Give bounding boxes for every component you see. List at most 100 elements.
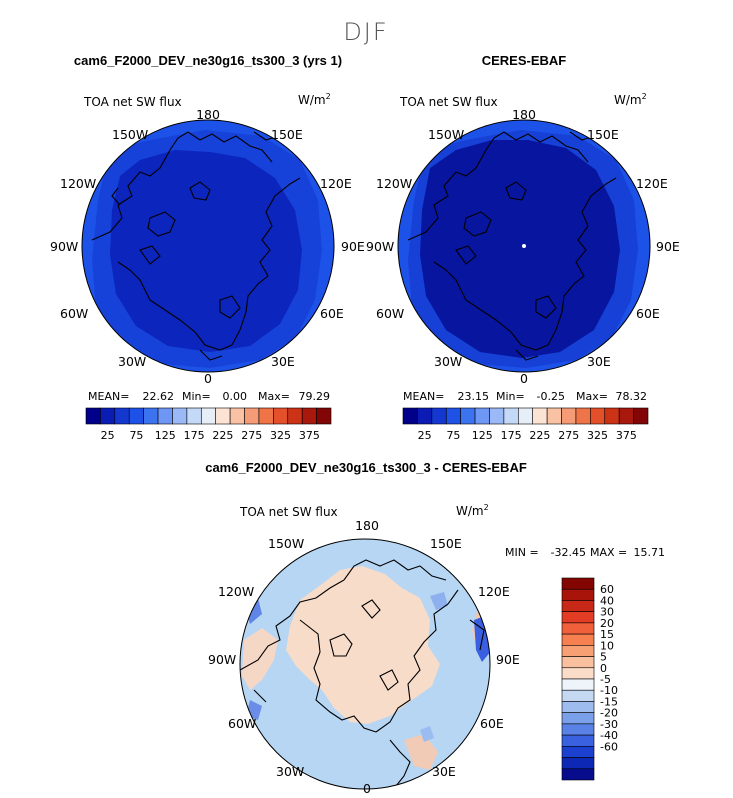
diff-lon-labels: 180 150W 150E 120W 120E 90W 90E 60W 60E … — [208, 518, 520, 796]
svg-text:90E: 90E — [341, 239, 365, 254]
diff-colorbar-tick-label: 60 — [600, 583, 614, 596]
svg-text:78.32: 78.32 — [616, 390, 648, 403]
obs-variable-label: TOA net SW flux — [399, 95, 498, 109]
diff-colorbar-tick-label: 5 — [600, 651, 607, 664]
obs-colorbar-swatch — [460, 407, 476, 425]
model-units-exp: 2 — [326, 92, 331, 101]
diff-colorbar-tick-label: -10 — [600, 684, 618, 697]
obs-colorbar-tick-label: 275 — [558, 429, 579, 442]
svg-text:90E: 90E — [496, 652, 520, 667]
obs-colorbar-tick-label: 225 — [529, 429, 550, 442]
svg-text:120W: 120W — [218, 584, 254, 599]
svg-text:Max=: Max= — [258, 390, 290, 403]
svg-text:22.62: 22.62 — [143, 390, 175, 403]
model-lon-labels: 180 150W 150E 120W 120E 90W 90E 60W 60E … — [50, 107, 365, 386]
diff-colorbar-tick-label: -20 — [600, 707, 618, 720]
model-colorbar-swatch — [258, 407, 274, 425]
svg-text:60E: 60E — [320, 306, 344, 321]
diff-panel: cam6_F2000_DEV_ne30g16_ts300_3 - CERES-E… — [205, 460, 665, 796]
svg-text:60E: 60E — [636, 306, 660, 321]
svg-text:150W: 150W — [428, 127, 464, 142]
obs-stats: MEAN= 23.15 Min= -0.25 Max= 78.32 — [403, 390, 647, 403]
model-colorbar-swatch — [301, 407, 317, 425]
diff-colorbar-swatch — [561, 577, 595, 590]
obs-colorbar-swatch — [546, 407, 562, 425]
svg-text:30E: 30E — [432, 764, 456, 779]
svg-text:90E: 90E — [656, 239, 680, 254]
svg-text:30E: 30E — [587, 354, 611, 369]
svg-text:150W: 150W — [112, 127, 148, 142]
svg-text:MIN =: MIN = — [505, 546, 539, 559]
model-map — [82, 120, 334, 372]
model-panel: cam6_F2000_DEV_ne30g16_ts300_3 (yrs 1) T… — [50, 53, 365, 442]
diff-colorbar-tick-label: 20 — [600, 617, 614, 630]
svg-text:MEAN=: MEAN= — [403, 390, 444, 403]
svg-text:15.71: 15.71 — [634, 546, 666, 559]
model-colorbar-tick-label: 75 — [129, 429, 143, 442]
model-stats: MEAN= 22.62 Min= 0.00 Max= 79.29 — [88, 390, 330, 403]
diff-colorbar-tick-label: -60 — [600, 740, 618, 753]
model-colorbar-tick-label: 25 — [101, 429, 115, 442]
svg-text:150E: 150E — [430, 536, 462, 551]
obs-colorbar-swatch — [561, 407, 577, 425]
diff-colorbar-tick-label: -40 — [600, 729, 618, 742]
diff-units-base: W/m — [456, 504, 484, 518]
model-colorbar-swatch — [316, 407, 332, 425]
diff-colorbar-tick-label: 0 — [600, 662, 607, 675]
obs-colorbar-swatch — [575, 407, 591, 425]
obs-colorbar-swatch — [402, 407, 418, 425]
model-colorbar-swatch — [172, 407, 188, 425]
model-units: W/m2 — [298, 92, 331, 107]
model-colorbar-swatch — [157, 407, 173, 425]
obs-colorbar-swatch — [431, 407, 447, 425]
obs-colorbar-swatch — [489, 407, 505, 425]
svg-text:90W: 90W — [50, 239, 78, 254]
obs-colorbar-swatch — [517, 407, 534, 425]
obs-colorbar-swatch — [618, 407, 634, 425]
diff-minmax: MIN = -32.45 MAX = 15.71 — [505, 546, 665, 559]
svg-text:Min=: Min= — [496, 390, 525, 403]
model-colorbar-swatch — [200, 407, 217, 425]
diff-colorbar-tick-label: 40 — [600, 594, 614, 607]
obs-panel-title: CERES-EBAF — [482, 53, 567, 68]
model-colorbar-tick-label: 175 — [184, 429, 205, 442]
diff-colorbar-swatch — [561, 678, 595, 691]
model-colorbar-tick-label: 275 — [241, 429, 262, 442]
diff-positive-region — [286, 566, 440, 724]
model-colorbar-tick-label: 375 — [299, 429, 320, 442]
svg-text:90W: 90W — [208, 652, 236, 667]
svg-text:60W: 60W — [376, 306, 404, 321]
model-colorbar-tick-label: 325 — [270, 429, 291, 442]
svg-text:180: 180 — [355, 518, 379, 533]
diff-colorbar-swatch — [561, 600, 595, 612]
model-colorbar-tick-label: 225 — [212, 429, 233, 442]
obs-colorbar-tick-label: 175 — [501, 429, 522, 442]
svg-text:79.29: 79.29 — [299, 390, 331, 403]
diff-colorbar-tick-label: -30 — [600, 718, 618, 731]
obs-colorbar-swatch — [474, 407, 490, 425]
obs-colorbar-tick-label: 75 — [446, 429, 460, 442]
obs-colorbar-tick-label: 25 — [418, 429, 432, 442]
obs-colorbar-swatch — [417, 407, 433, 425]
season-title: DJF — [343, 18, 388, 46]
svg-text:23.15: 23.15 — [458, 390, 490, 403]
svg-text:Max=: Max= — [576, 390, 608, 403]
svg-text:120E: 120E — [320, 176, 352, 191]
model-panel-title: cam6_F2000_DEV_ne30g16_ts300_3 (yrs 1) — [74, 53, 342, 68]
obs-inner-dark-region — [420, 140, 620, 358]
obs-colorbar: 25 75 125 175 225 275 325 375 — [402, 407, 649, 442]
model-inner-dark-region — [110, 150, 302, 352]
svg-text:120E: 120E — [478, 584, 510, 599]
model-colorbar-swatch — [114, 407, 130, 425]
svg-text:60W: 60W — [228, 716, 256, 731]
svg-text:30W: 30W — [118, 354, 146, 369]
diff-colorbar-swatch — [561, 645, 595, 657]
svg-text:Min=: Min= — [182, 390, 211, 403]
diff-colorbar-swatch — [561, 746, 595, 758]
obs-panel: CERES-EBAF TOA net SW flux W/m2 — [366, 53, 680, 442]
model-units-base: W/m — [298, 93, 326, 107]
svg-text:0: 0 — [363, 781, 371, 796]
diff-colorbar-swatch — [561, 768, 595, 781]
